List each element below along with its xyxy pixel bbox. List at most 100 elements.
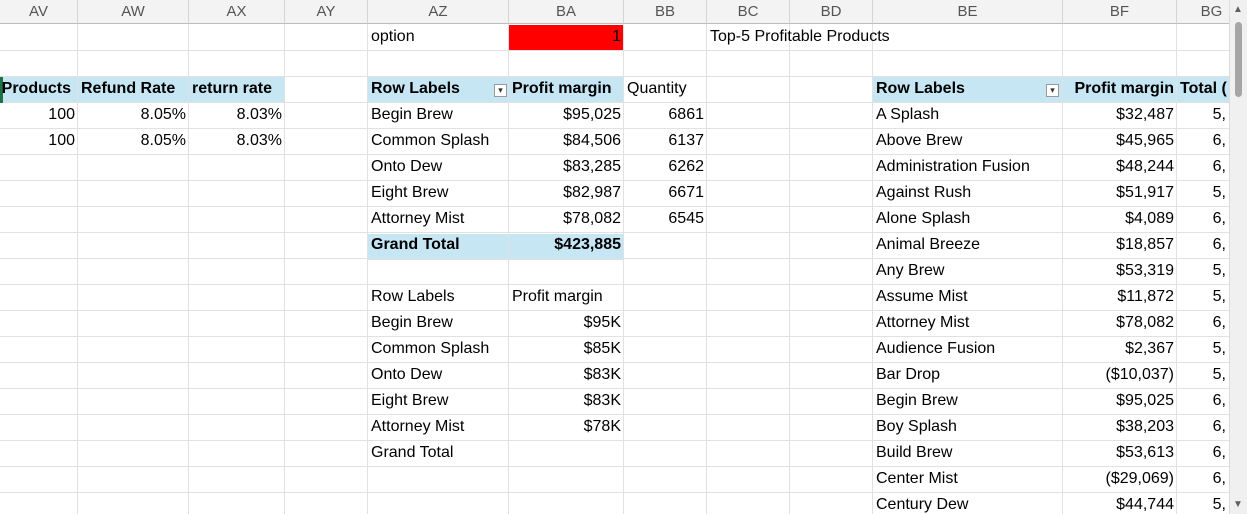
pivot3-row-profit[interactable]: ($29,069): [1105, 470, 1175, 487]
vertical-scrollbar[interactable]: ▲ ▼: [1229, 0, 1247, 514]
pivot2-row-label[interactable]: Onto Dew: [371, 366, 443, 383]
pivot1-row-profit[interactable]: $95,025: [563, 106, 621, 123]
pivot3-row-total[interactable]: 5,: [1212, 262, 1226, 279]
pivot1-row-qty[interactable]: 6545: [668, 210, 704, 227]
pivot1-row-profit[interactable]: $82,987: [563, 184, 621, 201]
pivot3-row-profit[interactable]: $11,872: [1117, 288, 1174, 305]
pivot1-row-label[interactable]: Onto Dew: [371, 158, 443, 175]
pivot3-row-label[interactable]: Boy Splash: [876, 418, 957, 435]
pivot1-row-label[interactable]: Common Splash: [371, 132, 490, 149]
pivot3-row-label[interactable]: Begin Brew: [876, 392, 958, 409]
pivot1-total-label[interactable]: Grand Total: [371, 236, 460, 253]
stats-cell-return[interactable]: 8.03%: [236, 106, 282, 123]
pivot1-header-profit[interactable]: Profit margin: [512, 80, 612, 97]
pivot1-header-quantity[interactable]: Quantity: [627, 80, 687, 97]
pivot3-row-profit[interactable]: $4,089: [1125, 210, 1174, 227]
column-header-BD[interactable]: BD: [790, 0, 873, 24]
pivot1-row-qty[interactable]: 6262: [668, 158, 704, 175]
pivot3-row-label[interactable]: Attorney Mist: [876, 314, 970, 331]
pivot2-row-label[interactable]: Eight Brew: [371, 392, 449, 409]
pivot3-row-profit[interactable]: $53,613: [1116, 444, 1174, 461]
pivot2-row-profit[interactable]: $78K: [583, 418, 621, 435]
pivot3-row-total[interactable]: 5,: [1212, 106, 1226, 123]
option-label-cell[interactable]: option: [371, 28, 415, 45]
scroll-up-icon[interactable]: ▲: [1233, 4, 1243, 15]
pivot3-row-profit[interactable]: $18,857: [1116, 236, 1174, 253]
stats-header-products[interactable]: Products: [1, 80, 71, 97]
pivot2-header-profit[interactable]: Profit margin: [512, 288, 603, 305]
pivot3-row-label[interactable]: Alone Splash: [876, 210, 971, 227]
pivot3-row-total[interactable]: 6,: [1212, 418, 1226, 435]
pivot1-row-qty[interactable]: 6671: [668, 184, 704, 201]
pivot2-row-label[interactable]: Attorney Mist: [371, 418, 465, 435]
pivot3-row-profit[interactable]: $44,744: [1116, 496, 1174, 513]
pivot3-row-total[interactable]: 6,: [1212, 444, 1226, 461]
pivot1-row-label[interactable]: Eight Brew: [371, 184, 449, 201]
pivot3-header-rowlabels[interactable]: Row Labels: [876, 80, 965, 97]
stats-cell-refund[interactable]: 8.05%: [140, 132, 186, 149]
pivot3-row-profit[interactable]: $51,917: [1116, 184, 1174, 201]
pivot2-row-profit[interactable]: $83K: [583, 366, 621, 383]
pivot3-header-profit[interactable]: Profit margin: [1074, 80, 1174, 97]
pivot2-header-rowlabels[interactable]: Row Labels: [371, 288, 455, 305]
column-header-BC[interactable]: BC: [707, 0, 790, 24]
pivot3-row-total[interactable]: 5,: [1212, 184, 1226, 201]
pivot3-row-label[interactable]: Build Brew: [876, 444, 953, 461]
pivot3-row-profit[interactable]: $2,367: [1125, 340, 1174, 357]
pivot3-row-total[interactable]: 6,: [1212, 392, 1226, 409]
column-header-AY[interactable]: AY: [285, 0, 368, 24]
pivot3-row-label[interactable]: Animal Breeze: [876, 236, 981, 253]
pivot1-row-profit[interactable]: $83,285: [563, 158, 621, 175]
pivot3-row-total[interactable]: 5,: [1212, 340, 1226, 357]
stats-cell-products[interactable]: 100: [48, 132, 75, 149]
pivot3-row-total[interactable]: 5,: [1212, 288, 1226, 305]
pivot1-total-value[interactable]: $423,885: [554, 236, 621, 253]
pivot1-header-rowlabels[interactable]: Row Labels: [371, 80, 460, 97]
column-header-AV[interactable]: AV: [0, 0, 78, 24]
pivot3-row-profit[interactable]: $32,487: [1116, 106, 1174, 123]
stats-cell-return[interactable]: 8.03%: [236, 132, 282, 149]
pivot3-row-label[interactable]: Audience Fusion: [876, 340, 996, 357]
pivot2-total-label[interactable]: Grand Total: [371, 444, 454, 461]
pivot3-row-profit[interactable]: $45,965: [1116, 132, 1174, 149]
pivot3-row-label[interactable]: Bar Drop: [876, 366, 941, 383]
pivot3-row-profit[interactable]: $95,025: [1116, 392, 1174, 409]
pivot1-row-label[interactable]: Begin Brew: [371, 106, 453, 123]
option-value-cell[interactable]: 1: [612, 28, 621, 45]
pivot3-row-total[interactable]: 6,: [1212, 158, 1226, 175]
pivot1-row-qty[interactable]: 6861: [668, 106, 704, 123]
pivot3-row-total[interactable]: 6,: [1212, 470, 1226, 487]
top5-title-cell[interactable]: Top-5 Profitable Products: [710, 28, 890, 45]
pivot2-row-profit[interactable]: $85K: [583, 340, 621, 357]
pivot3-row-total[interactable]: 6,: [1212, 314, 1226, 331]
column-header-AZ[interactable]: AZ: [368, 0, 509, 24]
pivot2-row-label[interactable]: Common Splash: [371, 340, 490, 357]
pivot3-row-profit[interactable]: $48,244: [1116, 158, 1174, 175]
pivot2-row-profit[interactable]: $83K: [583, 392, 621, 409]
column-header-BF[interactable]: BF: [1063, 0, 1177, 24]
pivot2-row-label[interactable]: Begin Brew: [371, 314, 453, 331]
column-header-BB[interactable]: BB: [624, 0, 707, 24]
pivot3-row-label[interactable]: Above Brew: [876, 132, 963, 149]
stats-header-refund[interactable]: Refund Rate: [81, 80, 176, 97]
pivot3-row-label[interactable]: Assume Mist: [876, 288, 968, 305]
pivot3-row-total[interactable]: 6,: [1212, 132, 1226, 149]
stats-cell-products[interactable]: 100: [48, 106, 75, 123]
pivot3-row-label[interactable]: Center Mist: [876, 470, 958, 487]
pivot3-row-label[interactable]: Against Rush: [876, 184, 972, 201]
column-header-BA[interactable]: BA: [509, 0, 624, 24]
pivot3-row-profit[interactable]: $38,203: [1116, 418, 1174, 435]
pivot3-row-label[interactable]: Any Brew: [876, 262, 945, 279]
filter-dropdown-icon[interactable]: ▾: [494, 84, 507, 97]
stats-header-return[interactable]: return rate: [192, 80, 273, 97]
scroll-down-icon[interactable]: ▼: [1233, 499, 1243, 510]
pivot3-row-label[interactable]: Century Dew: [876, 496, 969, 513]
stats-cell-refund[interactable]: 8.05%: [140, 106, 186, 123]
column-header-AX[interactable]: AX: [189, 0, 285, 24]
pivot3-row-total[interactable]: 5,: [1212, 366, 1226, 383]
pivot3-row-profit[interactable]: ($10,037): [1105, 366, 1175, 383]
pivot3-row-total[interactable]: 5,: [1212, 496, 1226, 513]
pivot1-row-profit[interactable]: $78,082: [563, 210, 621, 227]
pivot1-row-label[interactable]: Attorney Mist: [371, 210, 465, 227]
